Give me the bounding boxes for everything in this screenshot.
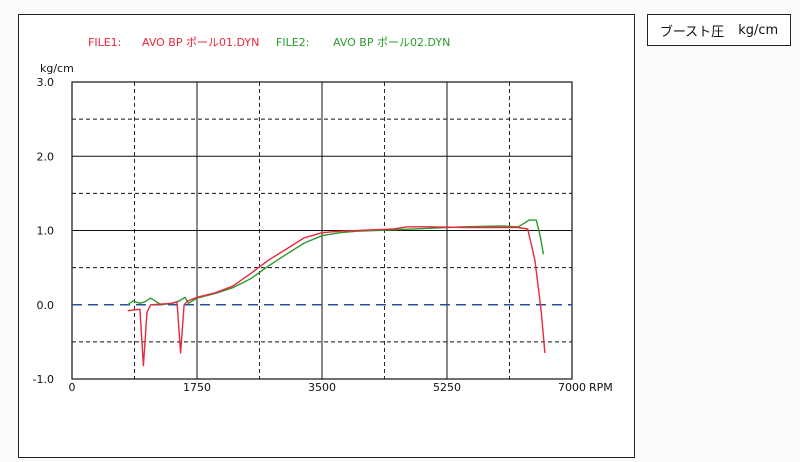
x-axis-unit-label: RPM	[589, 381, 613, 394]
x-tick-label: 7000	[558, 381, 586, 394]
y-tick-label: 3.0	[37, 76, 55, 89]
tick-labels: 0 1750 3500 5250 7000 3.0 2.0 1.0 0.0 -1.0	[33, 76, 586, 394]
x-tick-label: 3500	[308, 381, 336, 394]
legend: FILE1: AVO BP ポール01.DYN FILE2: AVO BP ポー…	[88, 36, 450, 49]
y-tick-label: 0.0	[37, 299, 55, 312]
series-line-file2	[127, 219, 545, 306]
legend-file2-label: FILE2:	[276, 36, 309, 49]
legend-file1-name: AVO BP ポール01.DYN	[142, 36, 259, 49]
y-tick-label: 2.0	[37, 150, 55, 163]
y-tick-label: 1.0	[37, 225, 55, 238]
grid	[71, 81, 573, 380]
x-tick-label: 0	[69, 381, 76, 394]
series-line-file1	[127, 226, 546, 367]
legend-file1-label: FILE1:	[88, 36, 121, 49]
legend-file2-name: AVO BP ポール02.DYN	[333, 36, 450, 49]
unit-box-unit: kg/cm	[738, 22, 779, 38]
x-tick-label: 5250	[433, 381, 461, 394]
x-tick-label: 1750	[183, 381, 211, 394]
unit-box-title: ブースト圧	[659, 24, 725, 40]
chart-frame	[18, 14, 635, 458]
y-axis-unit-label: kg/cm	[40, 62, 74, 75]
y-tick-label: -1.0	[33, 373, 54, 386]
unit-label-box: ブースト圧 kg/cm	[647, 14, 791, 46]
series-lines	[72, 219, 572, 367]
